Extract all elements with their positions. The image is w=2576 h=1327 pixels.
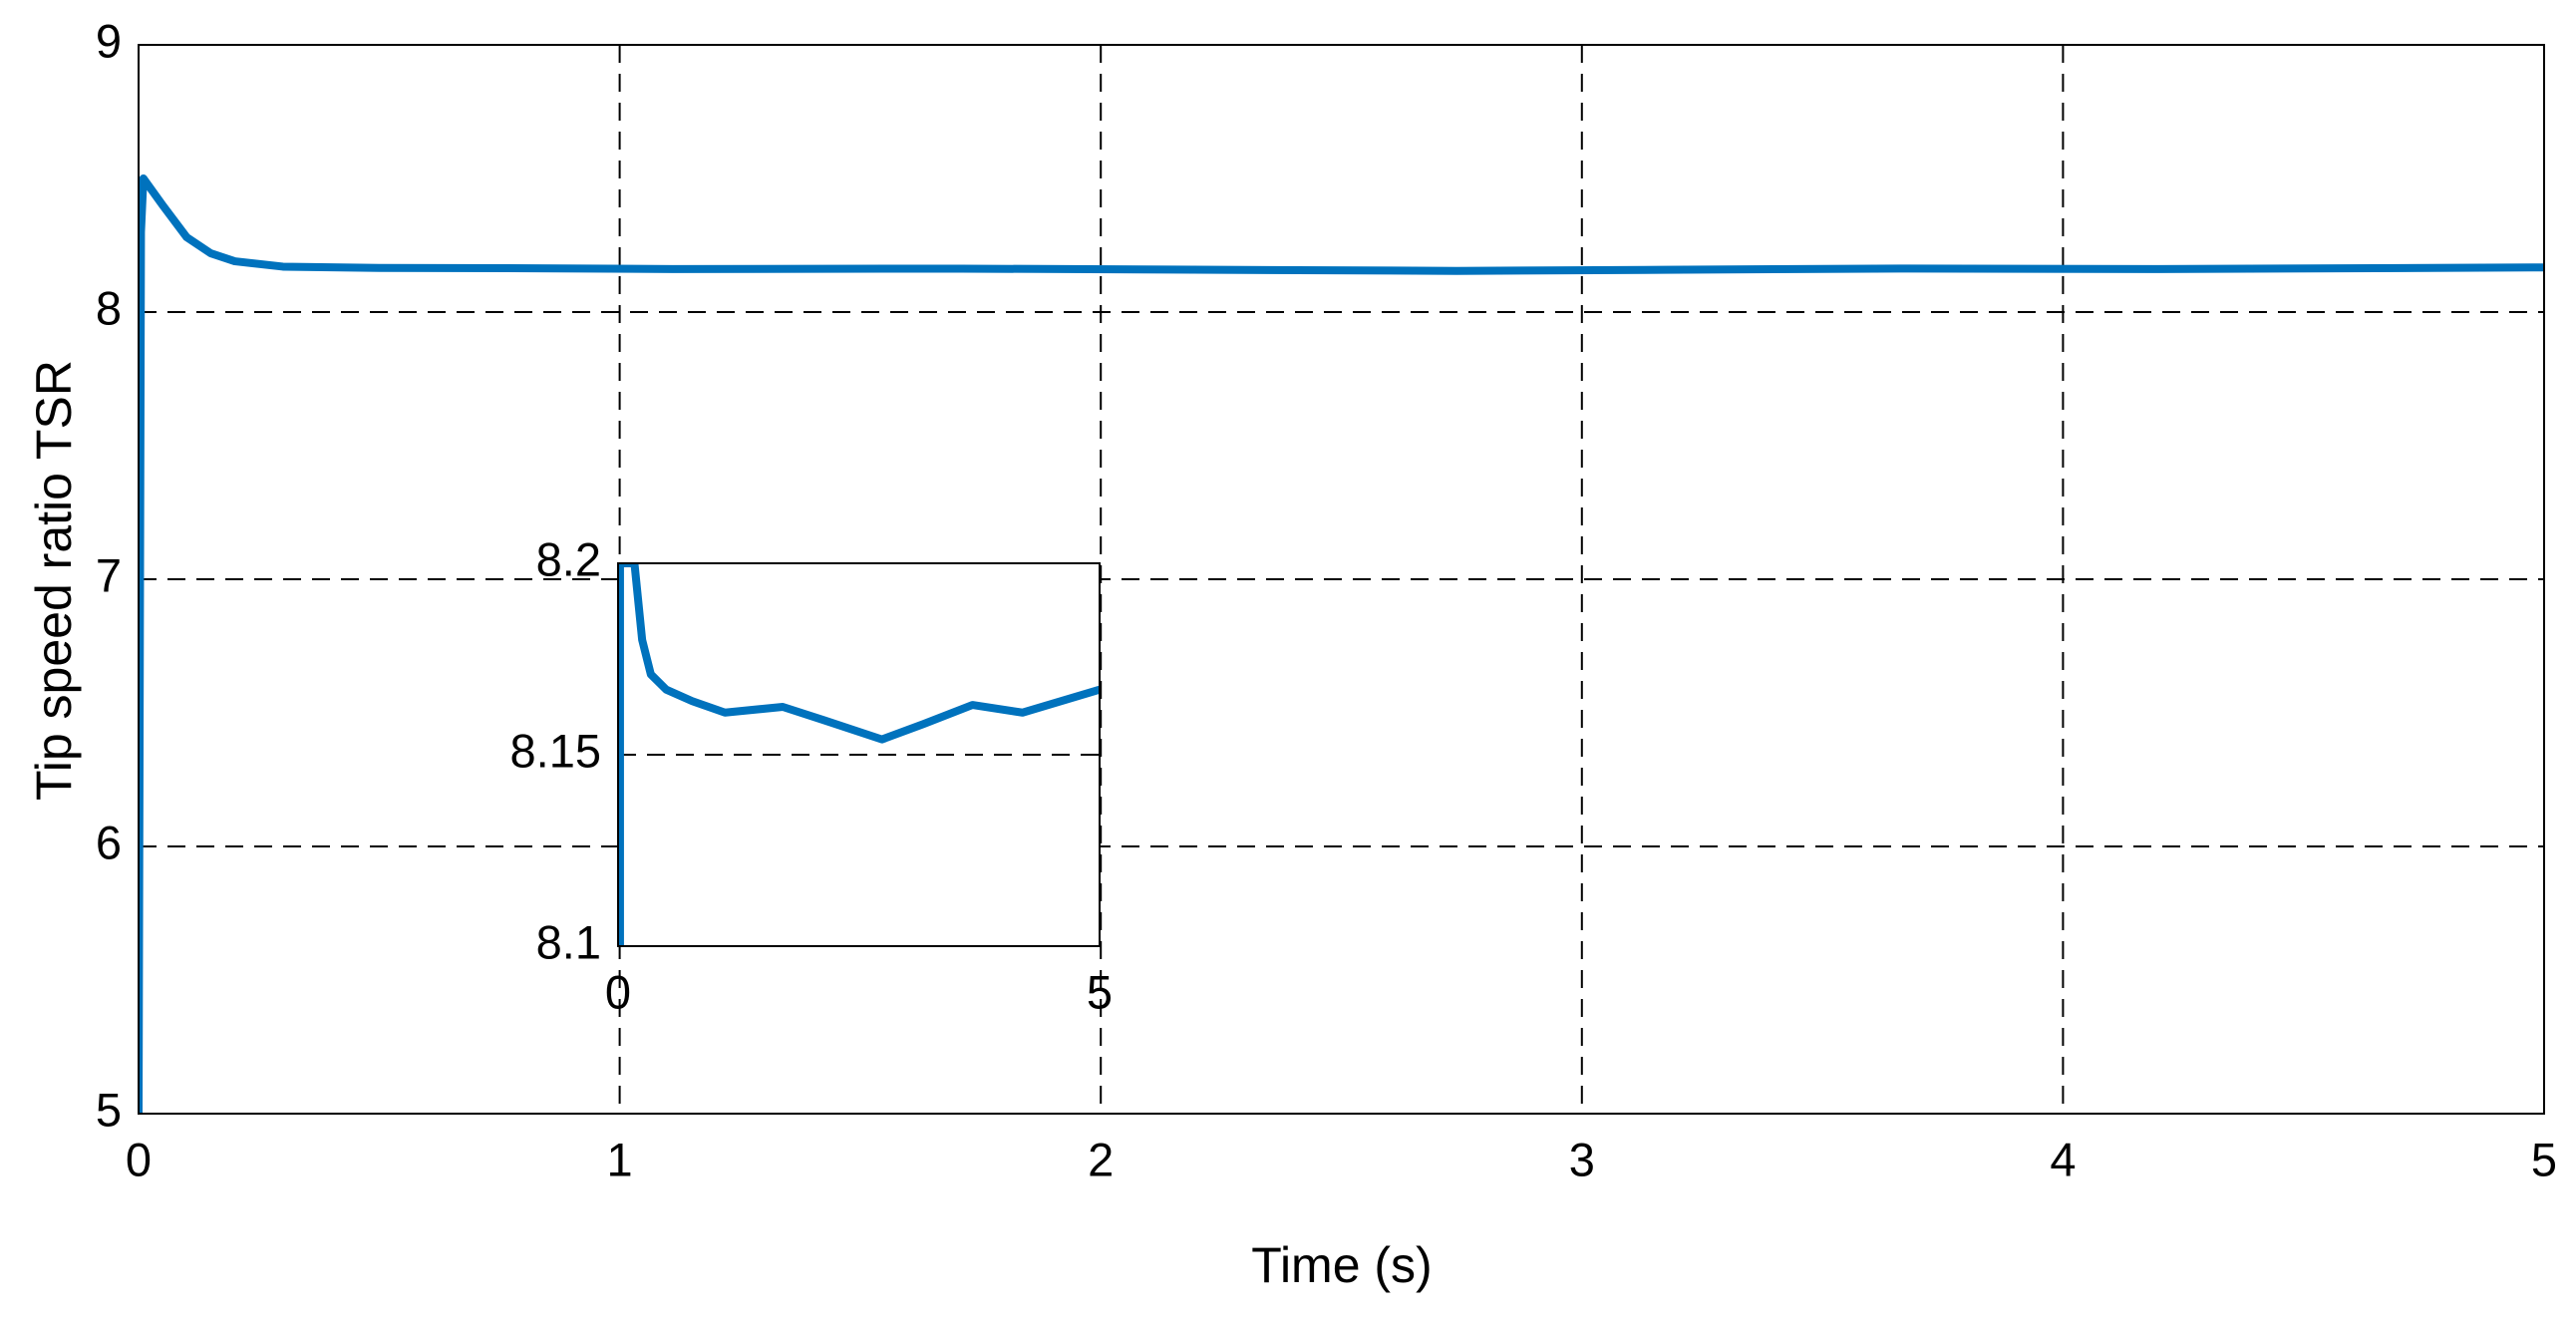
y-axis-label: Tip speed ratio TSR	[26, 360, 82, 801]
x-tick-label: 0	[605, 965, 631, 1018]
axes-box	[617, 562, 1101, 947]
x-tick-label: 1	[607, 1133, 633, 1185]
x-tick-label: 4	[2050, 1133, 2076, 1185]
x-tick-label: 2	[1088, 1133, 1114, 1185]
plot-0: 0 1 2 3 4 5 5 6 7 8 9	[96, 14, 2557, 1185]
x-tick-label: 3	[1569, 1133, 1595, 1185]
y-tick-label: 5	[96, 1083, 122, 1136]
plot-1: 0 5 8.1 8.15 8.2	[510, 532, 1114, 1018]
x-axis-label: Time (s)	[1251, 1237, 1432, 1293]
x-tick-label: 5	[2531, 1133, 2557, 1185]
y-tick-label: 8.2	[536, 532, 601, 585]
y-tick-label: 7	[96, 548, 122, 601]
x-tick-label: 0	[126, 1133, 152, 1185]
data-line	[618, 563, 1100, 946]
data-line	[139, 174, 2544, 1114]
y-tick-label: 8.1	[536, 915, 601, 968]
y-tick-label: 8	[96, 281, 122, 334]
y-tick-label: 9	[96, 14, 122, 67]
axes-box	[138, 44, 2545, 1115]
x-tick-label: 5	[1087, 965, 1113, 1018]
y-tick-label: 8.15	[510, 724, 601, 777]
y-tick-label: 6	[96, 816, 122, 868]
